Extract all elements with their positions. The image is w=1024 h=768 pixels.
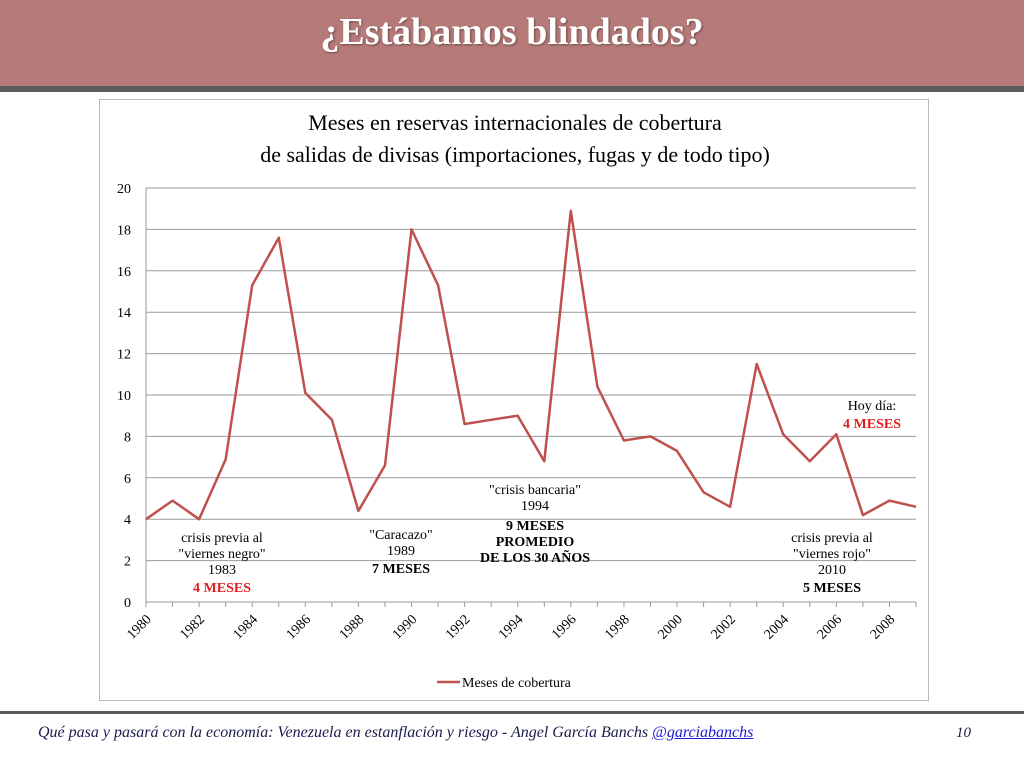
y-tick-label: 14 [117,306,131,321]
y-tick-label: 2 [124,555,131,570]
y-tick-label: 12 [117,348,131,363]
annotation-text: "viernes rojo" [793,547,871,562]
x-tick-label: 2006 [815,612,845,642]
x-tick-label: 1996 [549,612,579,642]
series-line-meses-de-cobertura [145,209,917,521]
annotation-text: crisis previa al [181,531,263,546]
annotation-text: crisis previa al [791,531,873,546]
y-tick-label: 4 [124,513,131,528]
x-tick-label: 1994 [496,612,526,642]
x-tick-label: 1988 [337,612,367,642]
annotation-text: "viernes negro" [178,547,265,562]
x-tick-label: 2008 [868,612,898,642]
annotation-text: 2010 [818,563,846,578]
header-divider [0,86,1024,92]
chart-title-line: Meses en reservas internacionales de cob… [308,110,722,135]
annotation-bold-text: PROMEDIO [496,535,575,550]
footer-divider [0,711,1024,714]
x-tick-label: 2004 [762,612,792,642]
line-chart: Meses en reservas internacionales de cob… [117,110,917,691]
annotation-text: Hoy día: [848,399,897,414]
y-tick-label: 20 [117,182,131,197]
x-tick-label: 1984 [231,612,261,642]
annotation-text: "Caracazo" [369,528,433,543]
annotation-text: 1989 [387,544,415,559]
slide-header [0,0,1024,87]
y-tick-label: 8 [124,430,131,445]
annotation-months-label: 4 MESES [843,417,901,432]
annotation-text: 1994 [521,499,549,514]
y-tick-label: 10 [117,389,131,404]
annotation-months-label: 5 MESES [803,581,861,596]
y-tick-label: 16 [117,265,131,280]
annotation-text: "crisis bancaria" [489,483,581,498]
x-tick-label: 1998 [602,612,632,642]
annotation-text: 1983 [208,563,236,578]
page-number: 10 [956,725,971,741]
x-tick-label: 1980 [124,612,154,642]
chart-frame: Meses en reservas internacionales de cob… [99,99,929,701]
annotation-bold-text: DE LOS 30 AÑOS [480,548,590,566]
x-tick-label: 1992 [443,612,473,642]
footer-text: Qué pasa y pasará con la economía: Venez… [38,724,753,742]
legend-label: Meses de cobertura [462,676,572,691]
annotation-months-label: 4 MESES [193,581,251,596]
y-tick-label: 0 [124,596,131,611]
page-title: ¿Estábamos blindados? [320,11,704,53]
annotation-months-label: 7 MESES [372,562,430,577]
y-tick-label: 6 [124,472,131,487]
y-tick-label: 18 [117,223,131,238]
chart-title-line: de salidas de divisas (importaciones, fu… [260,142,770,167]
x-tick-label: 1986 [284,612,314,642]
x-tick-label: 2000 [655,612,685,642]
x-tick-label: 1982 [178,612,208,642]
footer-caption: Qué pasa y pasará con la economía: Venez… [38,724,653,741]
footer-twitter-link[interactable]: @garciabanchs [652,724,754,741]
annotation-bold-text: 9 MESES [506,519,564,534]
x-tick-label: 1990 [390,612,420,642]
x-tick-label: 2002 [709,612,739,642]
